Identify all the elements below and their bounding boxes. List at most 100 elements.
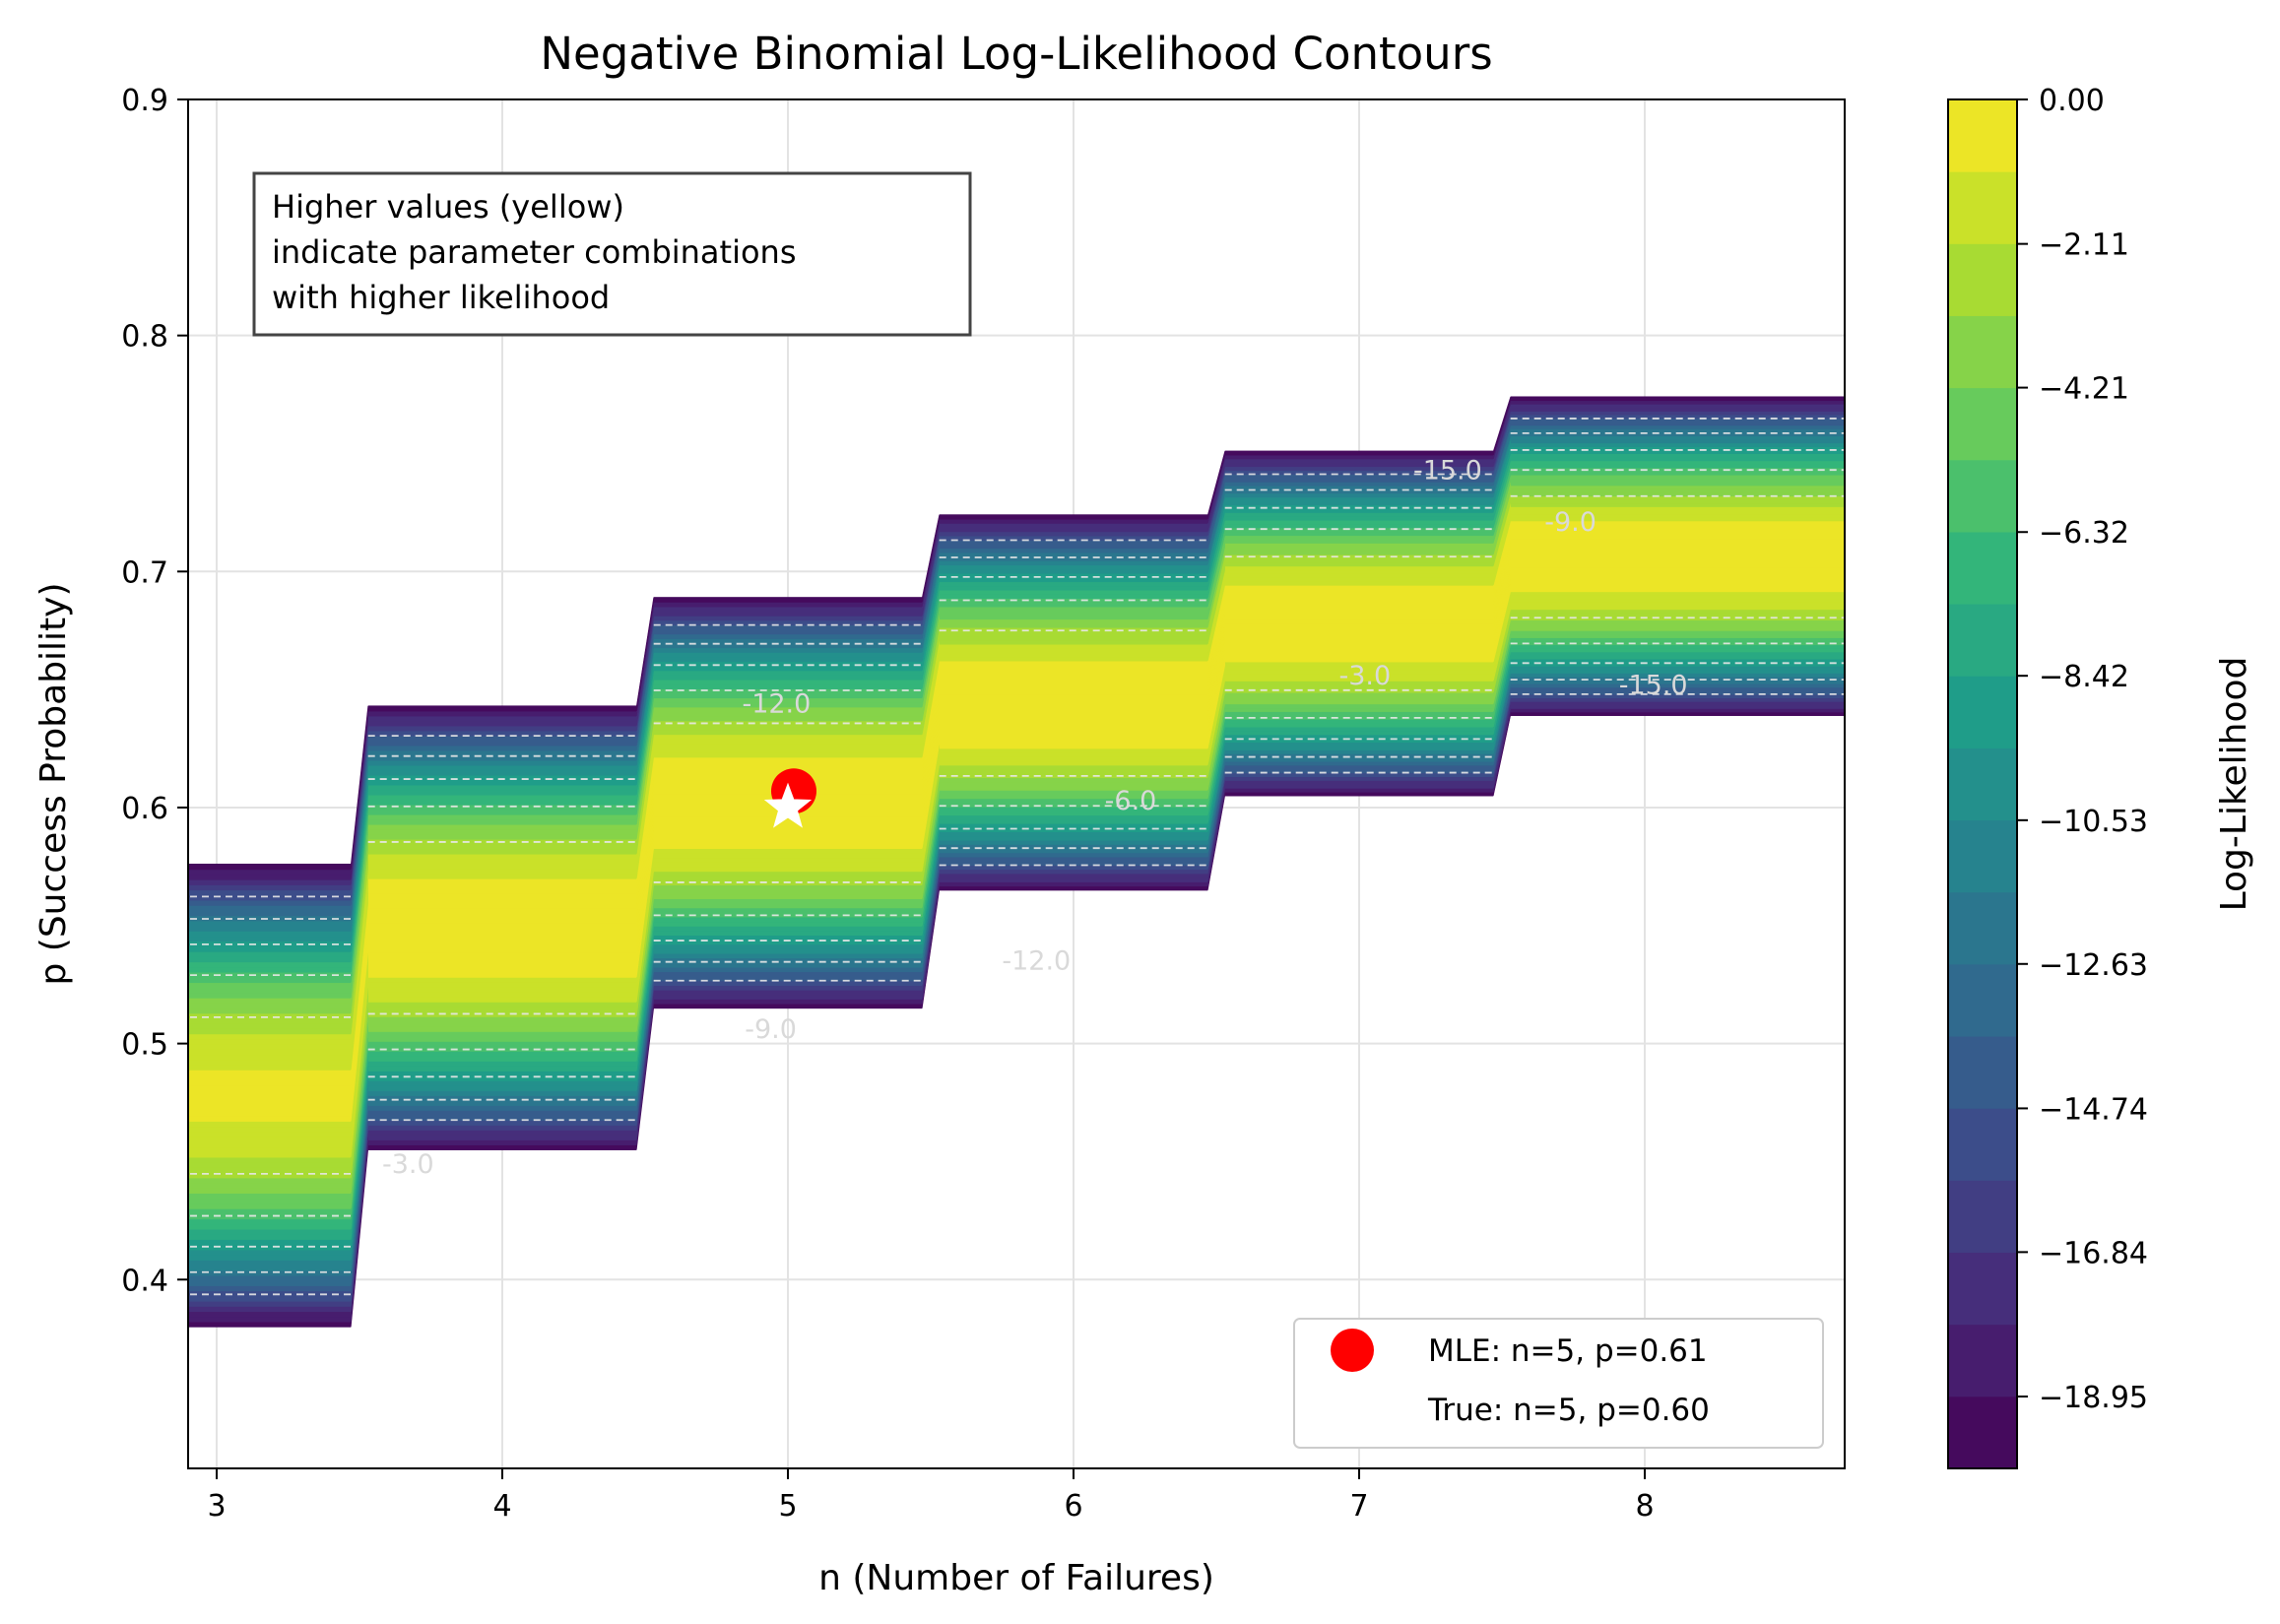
- band-cell: [653, 843, 923, 850]
- band-cell: [1510, 583, 1845, 589]
- band-cell: [653, 866, 923, 873]
- band-cell: [1510, 421, 1845, 426]
- band-cell: [1224, 722, 1494, 728]
- band-cell: [939, 568, 1208, 574]
- band-cell: [939, 581, 1208, 587]
- band-cell: [367, 1040, 637, 1047]
- band-cell: [188, 1244, 352, 1251]
- band-cell: [1224, 622, 1494, 628]
- band-cell: [188, 1238, 352, 1246]
- band-cell: [367, 942, 637, 948]
- band-cell: [1224, 748, 1494, 754]
- band-cell: [1510, 562, 1845, 568]
- band-cell: [188, 863, 352, 871]
- legend-mle-marker: [1331, 1329, 1374, 1372]
- band-cell: [1510, 410, 1845, 416]
- band-cell: [188, 1166, 352, 1174]
- band-cell: [367, 774, 637, 781]
- contour-label: -15.0: [1413, 455, 1482, 486]
- band-cell: [653, 902, 923, 909]
- band-cell: [939, 860, 1208, 866]
- band-cell: [653, 743, 923, 749]
- band-cell: [1510, 523, 1845, 529]
- band-cell: [1510, 576, 1845, 582]
- band-cell: [1224, 665, 1494, 671]
- band-cell: [1510, 598, 1845, 603]
- band-cell: [188, 1073, 352, 1081]
- band-cell: [367, 1143, 637, 1150]
- colorbar-level: [1948, 99, 2017, 172]
- band-cell: [1224, 542, 1494, 548]
- band-cell: [653, 916, 923, 923]
- band-cell: [1224, 703, 1494, 709]
- band-cell: [1224, 791, 1494, 797]
- band-cell: [1224, 569, 1494, 574]
- band-cell: [188, 1316, 352, 1323]
- colorbar-tick-label: −6.32: [2039, 516, 2129, 551]
- x-tick-label: 6: [1064, 1489, 1082, 1524]
- band-cell: [188, 1151, 352, 1158]
- band-cell: [653, 848, 923, 854]
- band-cell: [1510, 689, 1845, 695]
- band-cell: [653, 935, 923, 941]
- y-tick-label: 0.6: [121, 792, 168, 826]
- band-cell: [653, 834, 923, 840]
- band-cell: [939, 755, 1208, 762]
- band-cell: [1224, 630, 1494, 636]
- band-cell: [1224, 730, 1494, 736]
- band-cell: [367, 1089, 637, 1096]
- band-cell: [188, 878, 352, 885]
- band-cell: [1510, 487, 1845, 493]
- band-cell: [188, 1182, 352, 1189]
- band-cell: [367, 1050, 637, 1057]
- band-cell: [1510, 555, 1845, 560]
- band-cell: [1510, 456, 1845, 462]
- band-cell: [367, 1124, 637, 1131]
- band-cell: [1510, 442, 1845, 447]
- band-cell: [188, 1136, 352, 1142]
- band-cell: [367, 882, 637, 889]
- contour-label: -15.0: [1619, 670, 1688, 700]
- band-cell: [1510, 491, 1845, 497]
- band-cell: [1224, 641, 1494, 647]
- contour-label: -9.0: [1544, 507, 1596, 538]
- band-cell: [653, 838, 923, 845]
- band-cell: [1510, 573, 1845, 578]
- band-cell: [939, 539, 1208, 545]
- band-cell: [653, 897, 923, 904]
- band-cell: [1510, 531, 1845, 536]
- band-cell: [1224, 492, 1494, 498]
- band-cell: [653, 697, 923, 703]
- band-cell: [367, 966, 637, 973]
- colorbar-frame: [1947, 98, 2018, 1469]
- band-cell: [1510, 618, 1845, 624]
- band-cell: [1510, 438, 1845, 444]
- band-cell: [188, 1300, 352, 1307]
- band-cell: [939, 652, 1208, 658]
- band-cell: [1224, 779, 1494, 785]
- band-cell: [367, 1114, 637, 1121]
- band-cell: [188, 1140, 352, 1148]
- band-cell: [939, 727, 1208, 733]
- band-cell: [653, 861, 923, 868]
- band-cell: [939, 564, 1208, 570]
- band-cell: [1510, 591, 1845, 596]
- x-tick-label: 5: [778, 1489, 797, 1524]
- legend: MLE: n=5, p=0.61 True: n=5, p=0.60: [1293, 1318, 1824, 1449]
- chart-title: Negative Binomial Log-Likelihood Contour…: [540, 28, 1492, 80]
- band-cell: [367, 927, 637, 934]
- band-cell: [1510, 629, 1845, 635]
- x-axis-label: n (Number of Failures): [818, 1558, 1214, 1598]
- band-cell: [1224, 653, 1494, 659]
- band-cell: [367, 897, 637, 904]
- band-cell: [1510, 651, 1845, 656]
- band-cell: [1224, 500, 1494, 506]
- band-transition: [350, 705, 369, 1328]
- band-cell: [653, 760, 923, 767]
- band-cell: [653, 692, 923, 699]
- annotation-line-3: with higher likelihood: [272, 279, 610, 316]
- band-cell: [653, 975, 923, 982]
- band-cell: [1510, 580, 1845, 585]
- band-cell: [188, 1259, 352, 1267]
- band-n-7: [1224, 450, 1494, 797]
